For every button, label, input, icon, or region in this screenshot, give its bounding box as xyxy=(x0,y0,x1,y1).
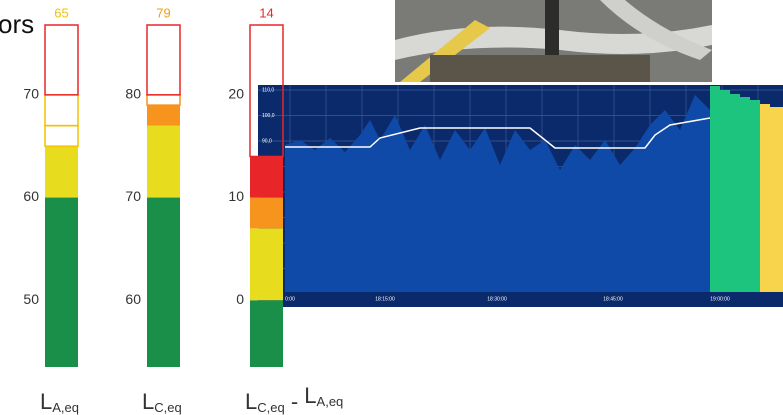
label-text: L xyxy=(142,389,154,414)
x-axis-label: 0:00 xyxy=(285,296,295,302)
meter-segment xyxy=(250,228,283,300)
x-axis-label: 18:15:00 xyxy=(375,296,395,302)
label-subscript: A,eq xyxy=(317,394,344,409)
meter-segment xyxy=(250,198,283,229)
meter-segment xyxy=(147,198,180,367)
meter-label: LA,eq xyxy=(40,389,79,415)
slide: ors 110,0 100,0 90,0 0:00 18:15:00 18:30:00 18… xyxy=(0,0,783,415)
meter-value: 79 xyxy=(156,5,170,20)
meter-value: 14 xyxy=(259,5,273,20)
meter-value: 65 xyxy=(54,5,68,20)
label-subscript: A,eq xyxy=(52,400,79,415)
meter-tick-label: 60 xyxy=(125,291,141,307)
meter-segment xyxy=(147,95,180,105)
label-text: L xyxy=(245,389,257,414)
meter-tick-label: 60 xyxy=(23,188,39,204)
y-axis-label: 90,0 xyxy=(262,138,272,144)
label-text: - xyxy=(285,389,305,414)
label-subscript: C,eq xyxy=(257,400,284,415)
meter-tick-label: 20 xyxy=(228,86,244,102)
meter-tick-label: 50 xyxy=(23,291,39,307)
label-subscript: C,eq xyxy=(154,400,181,415)
meter-label: LC,eq - LA,eq xyxy=(245,383,343,415)
level-meter: 79 60 70 80 LC,eq xyxy=(125,5,181,415)
x-axis-label: 18:45:00 xyxy=(603,296,623,302)
x-axis-label: 18:30:00 xyxy=(487,296,507,302)
heading-fragment: ors xyxy=(0,9,34,39)
meter-tick-label: 80 xyxy=(125,86,141,102)
meter-segment xyxy=(250,300,283,367)
meter-segment xyxy=(147,105,180,126)
meter-segment xyxy=(45,95,78,126)
meter-segment xyxy=(250,156,283,197)
meter-tick-label: 10 xyxy=(228,188,244,204)
photo xyxy=(395,0,712,82)
y-axis-label: 110,0 xyxy=(262,87,274,93)
meter-tick-label: 70 xyxy=(23,86,39,102)
x-axis-label: 19:00:00 xyxy=(710,296,730,302)
meter-tick-label: 70 xyxy=(125,188,141,204)
meter-label: LC,eq xyxy=(142,389,182,415)
meter-segment xyxy=(45,198,78,367)
y-axis-label: 100,0 xyxy=(262,113,275,119)
meter-outline xyxy=(45,25,78,95)
label-text: L xyxy=(40,389,52,414)
meter-segment xyxy=(45,146,78,197)
meter-segment xyxy=(45,126,78,147)
meter-tick-label: 0 xyxy=(236,291,244,307)
recording-chart: 110,0 100,0 90,0 0:00 18:15:00 18:30:00 18:45:… xyxy=(258,85,783,307)
level-meter: 65 50 60 70 LA,eq xyxy=(23,5,79,415)
meter-outline xyxy=(147,25,180,95)
label-text: L xyxy=(304,383,316,408)
meter-segment xyxy=(147,126,180,198)
